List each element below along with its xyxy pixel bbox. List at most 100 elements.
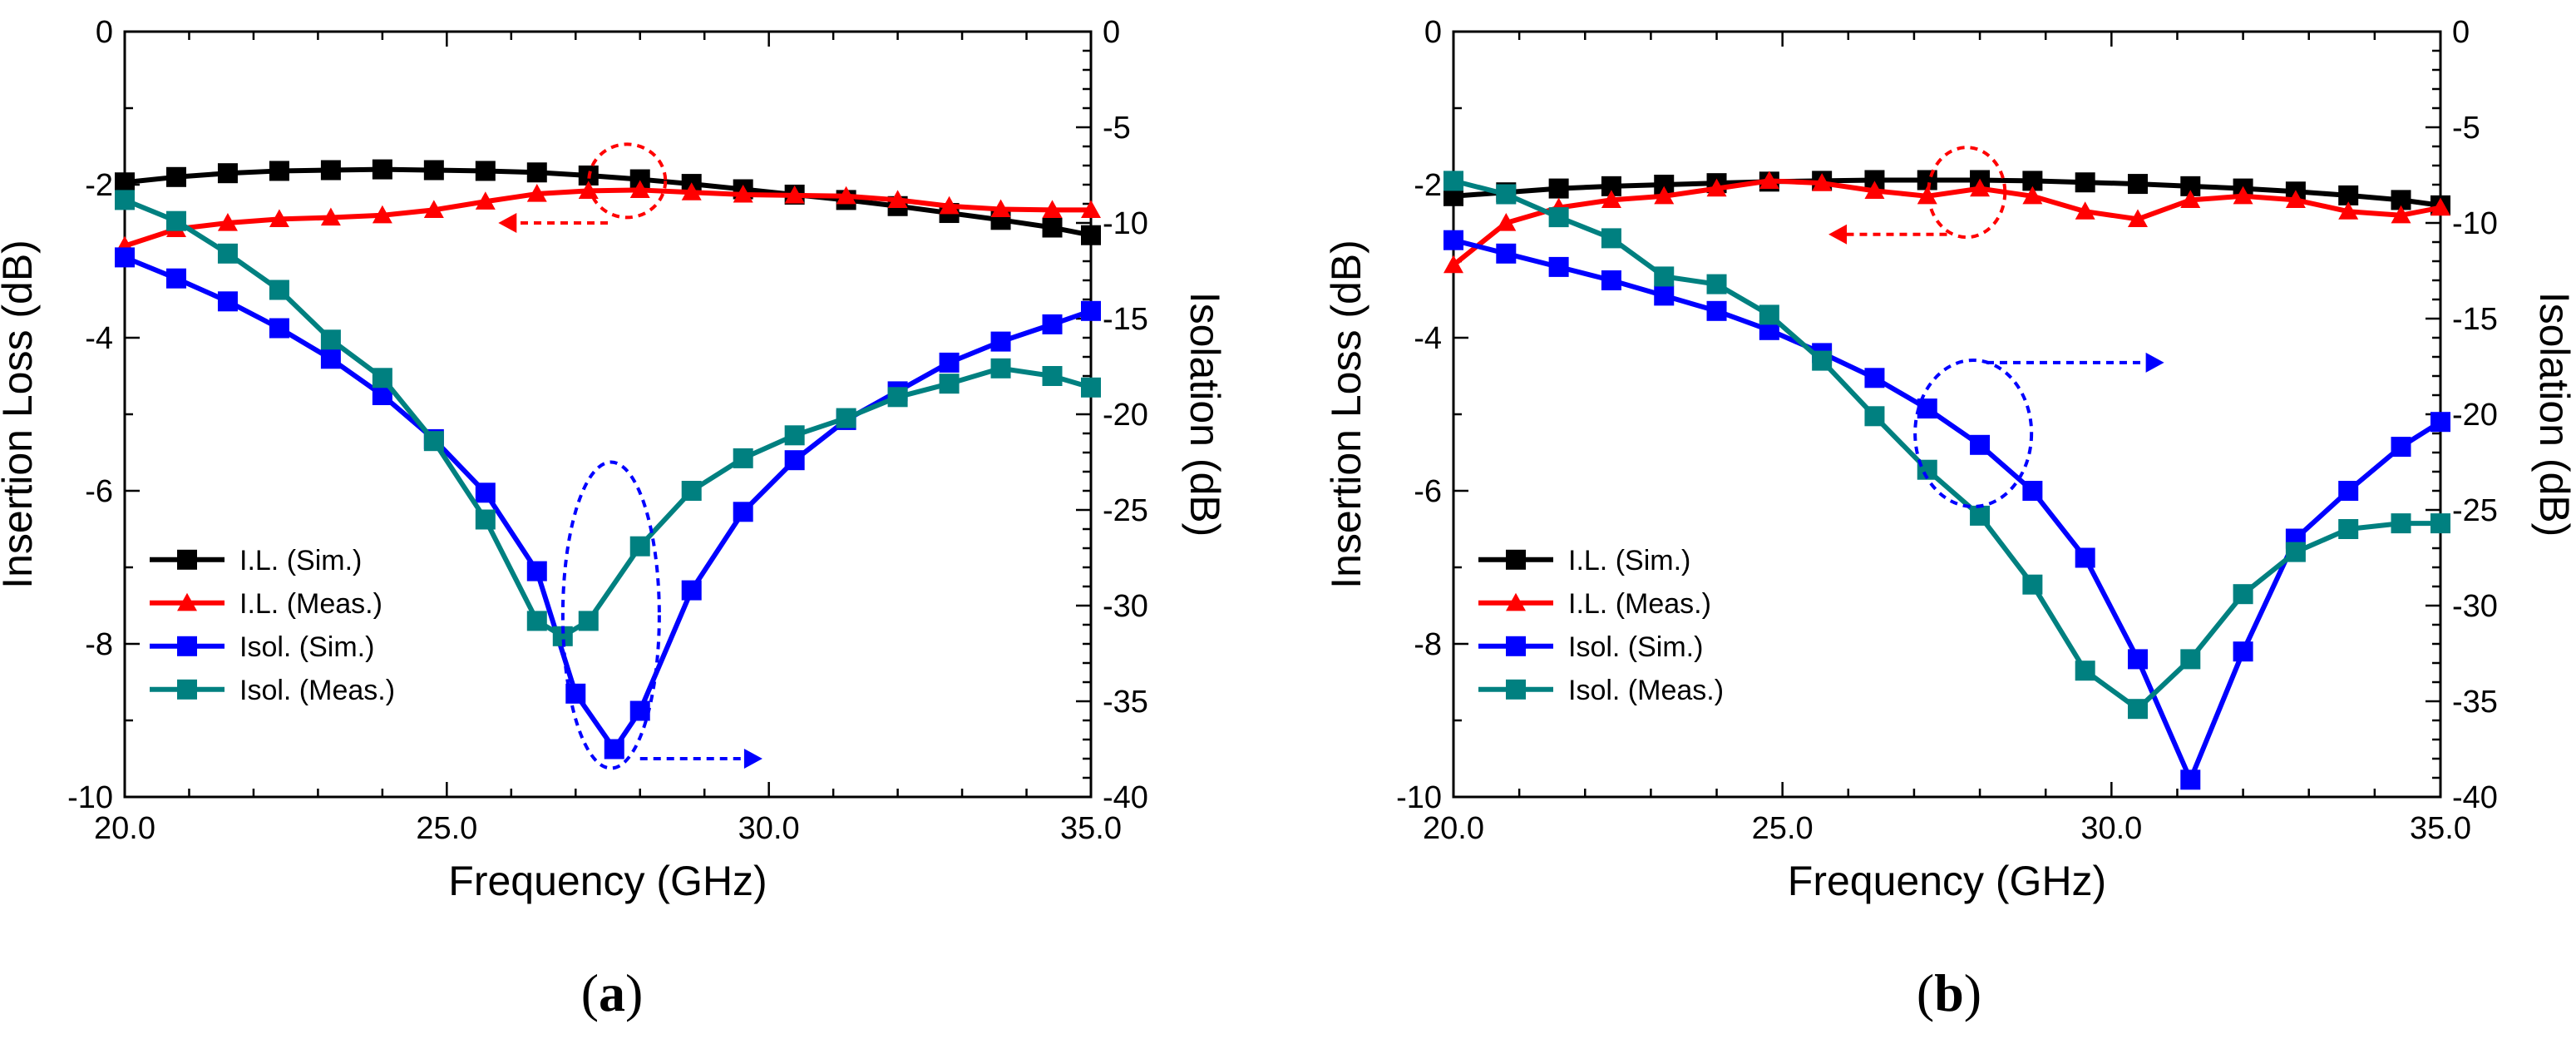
panel-label: (b) [1917,963,1981,1022]
x-axis-title: Frequency (GHz) [448,858,767,904]
marker-point [2338,519,2359,539]
annotation-arrowhead [1828,224,1848,245]
marker-point [269,161,289,181]
annotation-ellipse [1913,359,2034,508]
panel-label-close: ) [1964,963,1981,1022]
y-tick-label: -8 [85,627,113,662]
marker-point [1443,230,1463,250]
marker-point [2127,699,2148,720]
legend-entry: Isol. (Meas.) [1478,675,1724,706]
marker-point [320,349,341,369]
marker-point [1970,434,1991,455]
x-tick-label: 25.0 [416,811,477,846]
marker-point [2022,574,2043,595]
marker-point [1496,213,1517,231]
legend-entry: Isol. (Sim.) [150,631,374,663]
marker-point [1081,200,1101,218]
x-axis-title: Frequency (GHz) [1788,858,2106,904]
marker-point [578,611,599,631]
y2-tick-label: -40 [2452,780,2498,815]
panel-label-open: ( [581,963,599,1022]
marker-point [1496,184,1517,205]
panel-label: (a) [581,963,644,1022]
y-tick-label: -6 [85,474,113,509]
marker-point [2391,513,2411,534]
marker-point [990,199,1011,218]
marker-point [1506,679,1526,700]
y2-tick-label: -25 [1103,493,1148,528]
marker-point [629,536,650,557]
y2-axis-title: Isolation (dB) [1182,292,1228,537]
series-3 [1443,230,2450,790]
marker-point [115,190,135,210]
marker-point [629,700,650,721]
marker-point [372,159,392,180]
marker-point [2127,649,2148,670]
annotation-ellipse [587,142,668,220]
annotation-ellipse [560,460,661,770]
legend-entry: I.L. (Meas.) [150,588,382,620]
marker-point [1759,171,1779,189]
marker-point [177,636,197,656]
marker-point [217,213,238,231]
marker-point [1706,300,1727,321]
marker-point [2075,547,2095,568]
marker-point [1506,636,1526,656]
marker-point [2233,641,2253,662]
series-2 [1443,171,2450,274]
y-tick-label: -4 [85,321,113,356]
x-tick-label: 35.0 [1060,811,1122,846]
panel-label-open: ( [1917,963,1934,1022]
marker-point [526,611,547,631]
y-tick-label: -8 [1414,627,1442,662]
marker-point [887,387,908,408]
marker-point [990,358,1011,379]
marker-point [1812,173,1833,191]
marker-point [1917,398,1937,419]
marker-point [320,207,341,226]
y2-axis-title: Isolation (dB) [2531,292,2576,537]
y-tick-label: 0 [96,15,113,50]
marker-point [681,182,702,200]
marker-point [1042,217,1063,238]
marker-point [177,679,197,700]
y2-tick-label: -5 [2452,111,2480,146]
marker-point [372,368,392,388]
y2-tick-label: -15 [1103,302,1148,337]
marker-point [526,184,547,202]
marker-point [2075,172,2095,193]
y2-tick-label: -30 [2452,589,2498,624]
chart-panel-b: 20.0 25.0 30.0 35.0 0 -2 -4 -6 -8 -10 0 -5 -10 -15 -20… [1323,15,2576,1022]
marker-point [423,200,444,218]
marker-point [1081,300,1101,321]
legend-entry: Isol. (Sim.) [1478,631,1703,663]
legend-label: Isol. (Sim.) [1568,631,1703,663]
marker-point [1706,274,1727,294]
marker-point [423,160,444,181]
series-line [1453,178,2440,712]
series-line [124,187,1091,249]
marker-point [2022,481,2043,501]
marker-point [2391,205,2411,224]
y2-tick-label: -5 [1103,111,1131,146]
marker-point [372,205,392,224]
panel-label-close: ) [625,963,643,1022]
marker-point [269,318,289,339]
marker-point [269,280,289,300]
y2-tick-label: -25 [2452,493,2498,528]
x-tick-label: 25.0 [1752,811,1814,846]
marker-point [1654,285,1675,306]
marker-point [939,195,960,215]
legend-label: Isol. (Meas.) [1568,675,1724,706]
legend-label: I.L. (Sim.) [1568,545,1690,576]
y2-tick-label: -40 [1103,780,1148,815]
marker-point [1970,505,1991,526]
marker-point [1496,243,1517,264]
marker-point [836,186,856,205]
y-tick-label: -10 [67,780,113,815]
marker-point [939,352,960,373]
y2-tick-label: -35 [1103,685,1148,720]
marker-point [681,481,702,501]
panel-label-letter: a [599,963,625,1022]
marker-point [1601,270,1621,290]
